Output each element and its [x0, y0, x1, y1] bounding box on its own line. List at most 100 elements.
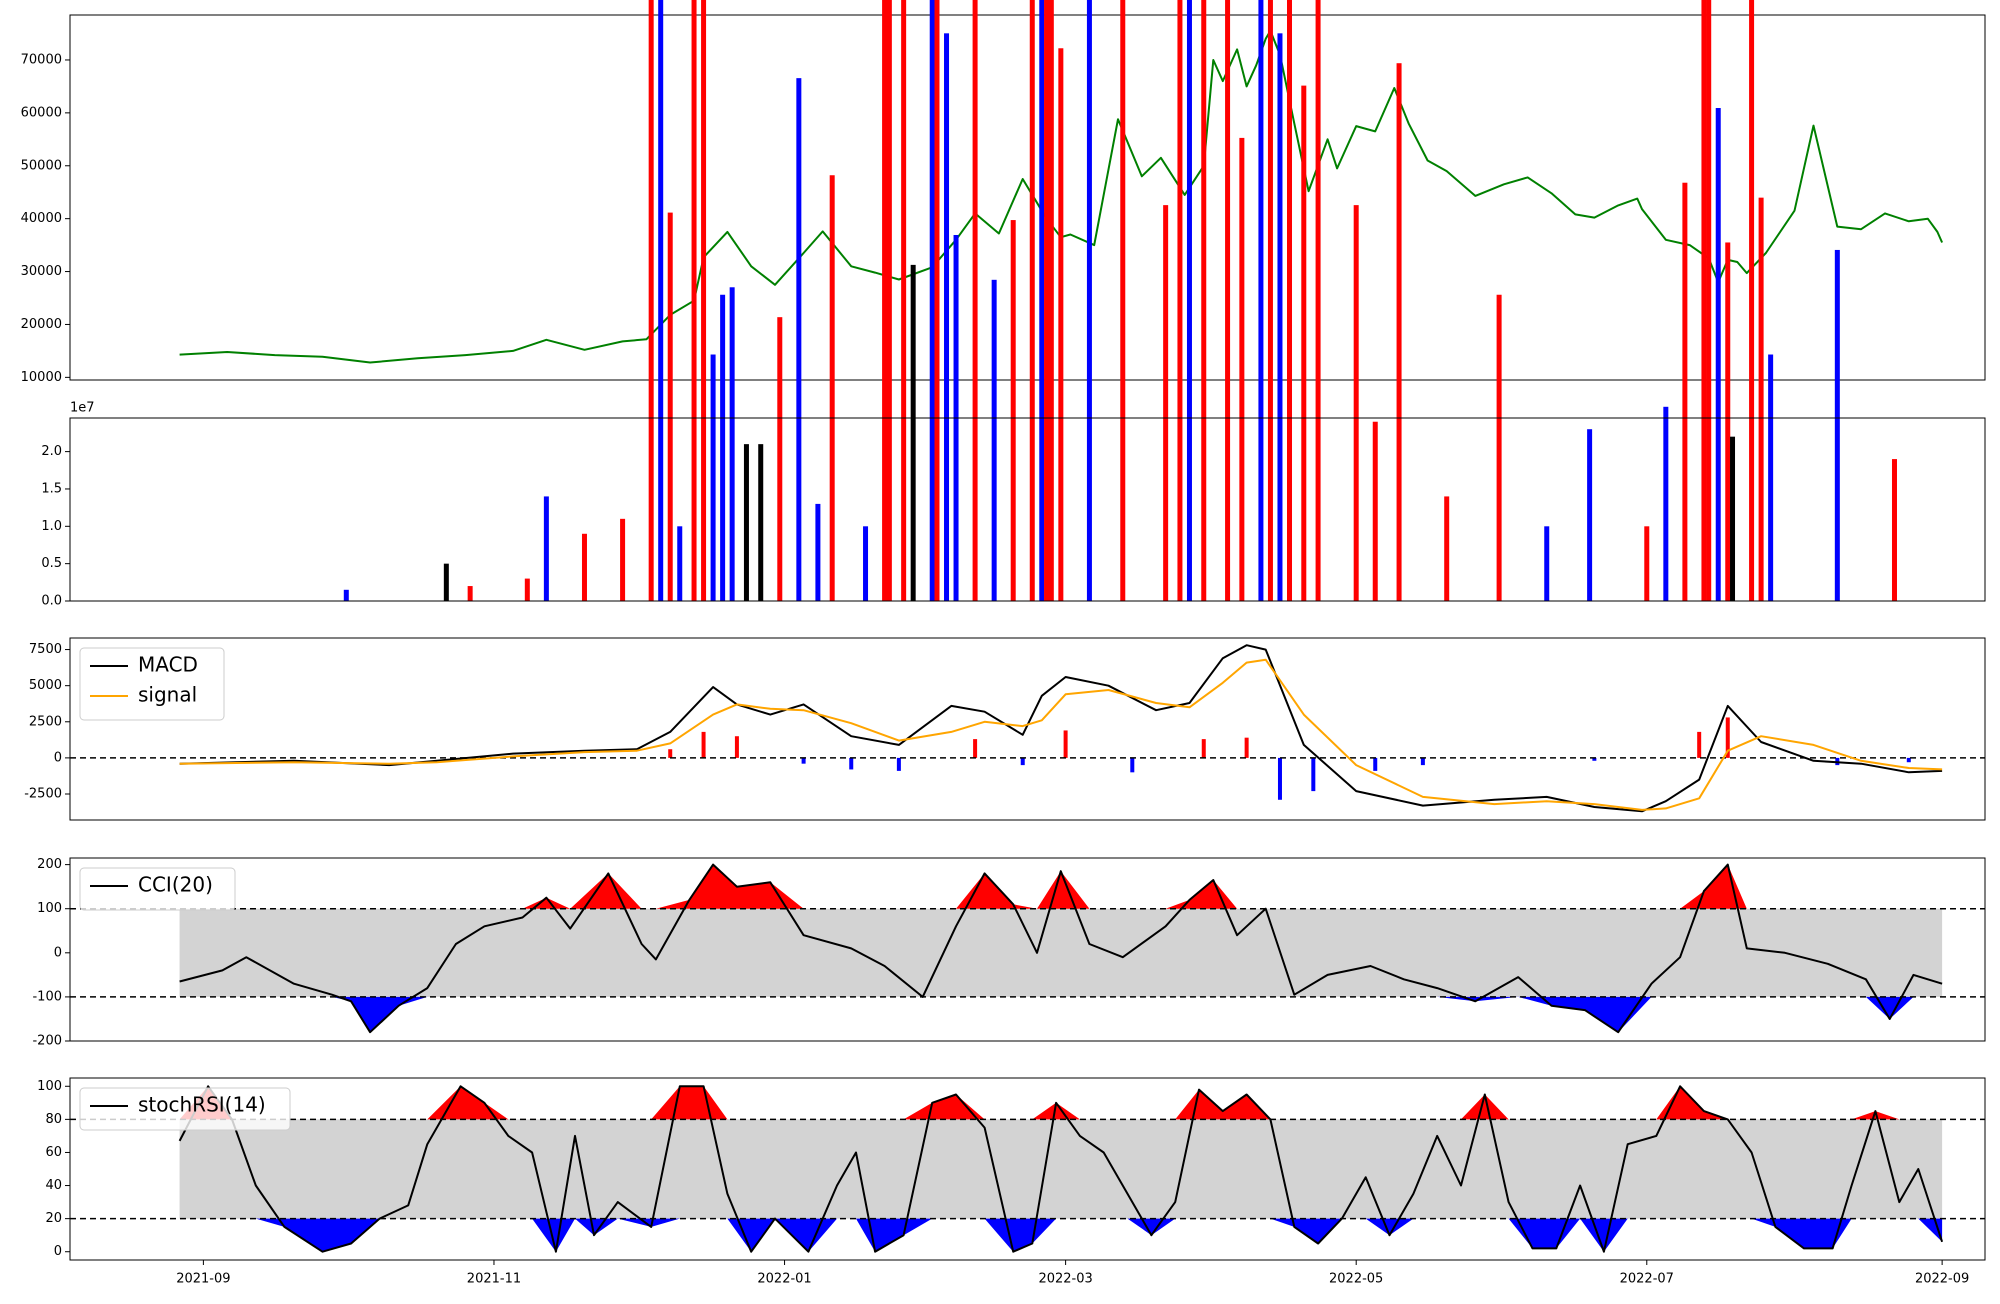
y-tick-label: -100 [32, 989, 62, 1004]
y-tick-label: 50000 [21, 158, 62, 173]
volume-bar [1058, 48, 1064, 601]
macd-histogram-bar [1420, 757, 1425, 766]
stochrsi-overbought-fill [179, 1086, 1943, 1120]
volume-bar [1287, 0, 1293, 601]
volume-bar [1768, 354, 1774, 601]
x-axis: 2021-09 2021-11 2022-01 2022-03 2022-05 2022-… [176, 1260, 1969, 1287]
volume-bar [667, 212, 673, 601]
volume-bar [729, 287, 735, 601]
y-tick-label: 100 [37, 1079, 62, 1094]
y-tick-label: 30000 [21, 264, 62, 279]
volume-bar [758, 444, 764, 601]
y-tick-label: 40000 [21, 211, 62, 226]
macd-histogram-bar [1201, 739, 1206, 758]
volume-bar [886, 0, 892, 602]
volume-bar [1301, 85, 1307, 601]
volume-bar [648, 0, 654, 601]
volume-bar [991, 279, 997, 601]
panel-2: -2500 0 2500 5000 7500 [24, 642, 1985, 813]
y-tick-label: 60 [45, 1145, 62, 1160]
volume-bar [467, 586, 473, 601]
y-tick-label: 60000 [21, 105, 62, 120]
macd-histogram-bar [734, 736, 739, 758]
volume-bar [1715, 108, 1721, 601]
macd-series-signal [179, 658, 1943, 811]
volume-bar [1663, 406, 1669, 601]
volume-bar [1891, 459, 1897, 601]
volume-bar [1372, 421, 1378, 601]
macd-histogram-bar [1130, 757, 1135, 773]
y-tick-label: 0 [54, 750, 62, 765]
macd-histogram-bar [1277, 757, 1282, 800]
y-tick-label: 5000 [29, 678, 62, 693]
y-tick-label: 0 [54, 1244, 62, 1259]
volume-bar [720, 294, 726, 601]
legend-label: CCI(20) [138, 873, 213, 897]
legend-box [79, 867, 236, 911]
volume-bar [1701, 0, 1707, 602]
volume-bar [1353, 205, 1359, 602]
volume-bar [944, 33, 950, 601]
stochrsi-line [178, 1085, 1944, 1253]
volume-bar [1267, 0, 1273, 601]
legend-3: CCI(20) [79, 867, 236, 911]
y-tick-label: 20 [45, 1211, 62, 1226]
volume-bar [777, 317, 783, 601]
y-tick-label: 100 [37, 901, 62, 916]
cci-axes-frame [69, 857, 1986, 1042]
y-tick-label: 2.0 [41, 444, 62, 459]
macd-histogram-bar [973, 739, 978, 758]
volume-bar [901, 0, 907, 601]
cci-neutral-band [179, 908, 1943, 997]
x-tick-label: 2021-09 [176, 1272, 230, 1287]
x-tick-label: 2021-11 [467, 1272, 521, 1287]
volume-bar [543, 496, 549, 601]
y-tick-label: 10000 [21, 370, 62, 385]
volume-bar [1730, 436, 1736, 601]
volume-bar [829, 175, 835, 601]
panel-4: 0 20 40 60 80 100 [37, 1079, 1985, 1259]
volume-bar [1444, 496, 1450, 601]
volume-bar [1039, 0, 1045, 601]
legend-4: stochRSI(14) [79, 1087, 291, 1131]
legend-label: MACD [138, 653, 198, 677]
panel-1: 0.0 0.5 1.0 1.5 2.0 1e7 [41, 0, 1897, 609]
panel-0: 10000 20000 30000 40000 50000 60000 70000 [21, 29, 1944, 385]
volume-bar [1225, 0, 1231, 602]
volume-bar [1120, 0, 1126, 602]
macd-axes-frame [69, 637, 1986, 821]
macd-histogram-bar [1020, 757, 1025, 766]
stochrsi-axes-frame [69, 1077, 1986, 1261]
volume-bar [929, 0, 935, 601]
y-tick-label: 7500 [29, 642, 62, 657]
legend-label: stochRSI(14) [138, 1093, 266, 1117]
volume-bar [934, 0, 940, 601]
volume-bar [1587, 429, 1593, 601]
macd-histogram-bar [1906, 757, 1911, 763]
x-tick-label: 2022-01 [757, 1272, 811, 1287]
price-axes-frame [69, 14, 1986, 381]
x-tick-label: 2022-05 [1329, 1272, 1383, 1287]
volume-bar [620, 518, 626, 601]
volume-bar [1496, 294, 1502, 601]
macd-histogram-bar [701, 731, 706, 758]
macd-histogram-bar [1373, 757, 1378, 771]
panel-3: -200 -100 0 100 200 [32, 857, 1985, 1049]
macd-histogram-bar [1244, 737, 1249, 758]
macd-histogram-bar [849, 757, 854, 770]
y-tick-label: 1.5 [41, 481, 62, 496]
volume-bar [701, 0, 707, 601]
volume-bar [1834, 249, 1840, 601]
volume-bar [524, 578, 530, 601]
volume-offset-text: 1e7 [70, 401, 95, 416]
volume-bar [677, 526, 683, 601]
stochrsi-oversold-fill [179, 1218, 1943, 1252]
volume-bar [863, 526, 869, 601]
macd-series-MACD [179, 644, 1943, 813]
macd-histogram-bar [1592, 757, 1597, 761]
volume-bar [1048, 0, 1054, 601]
macd-histogram-bar [801, 757, 806, 764]
legend-box [79, 1087, 291, 1131]
